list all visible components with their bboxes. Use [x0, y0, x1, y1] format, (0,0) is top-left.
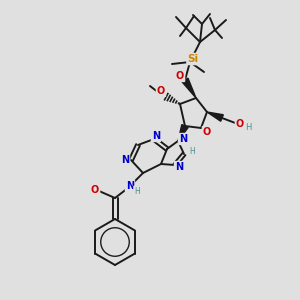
- Text: N: N: [126, 181, 134, 191]
- Polygon shape: [178, 124, 188, 141]
- Text: H: H: [134, 187, 140, 196]
- Text: N: N: [121, 155, 129, 165]
- Text: O: O: [203, 127, 211, 137]
- Text: N: N: [152, 131, 160, 141]
- Polygon shape: [182, 78, 196, 98]
- Text: Si: Si: [188, 54, 199, 64]
- Text: H: H: [189, 148, 195, 157]
- Text: N: N: [179, 134, 187, 144]
- Text: O: O: [176, 71, 184, 81]
- Text: O: O: [91, 185, 99, 195]
- Text: N: N: [175, 162, 183, 172]
- Text: O: O: [236, 119, 244, 129]
- Text: O: O: [157, 86, 165, 96]
- Polygon shape: [207, 112, 223, 121]
- Text: H: H: [245, 124, 251, 133]
